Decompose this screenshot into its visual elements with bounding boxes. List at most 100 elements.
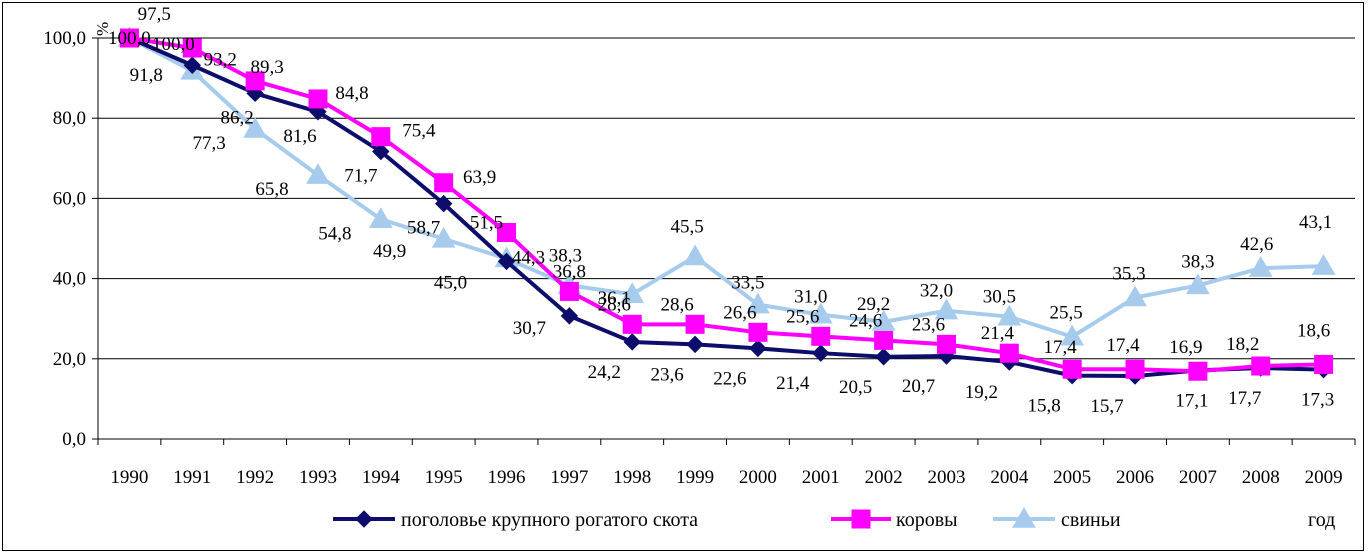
x-tick-label: 2008 [1242, 467, 1280, 488]
data-label: 26,6 [723, 302, 756, 323]
data-point-square [182, 38, 202, 58]
data-point-square [1314, 354, 1334, 374]
data-point-diamond [497, 252, 516, 271]
data-point-triangle [934, 298, 959, 320]
data-point-square [434, 173, 454, 193]
data-point-triangle [1012, 506, 1036, 528]
data-label: 25,5 [1050, 303, 1083, 324]
data-point-triangle [1186, 273, 1210, 295]
data-label: 93,2 [204, 49, 237, 70]
data-label: 100,0 [108, 28, 151, 49]
x-tick-label: 1994 [362, 467, 401, 488]
series-line [128, 36, 1324, 379]
data-point-diamond [874, 348, 893, 366]
data-point-diamond [749, 339, 767, 358]
x-tick-label: 2006 [1116, 467, 1154, 488]
data-label: 20,7 [902, 376, 935, 397]
data-label: 29,2 [857, 294, 890, 315]
x-tick-label: 1991 [173, 467, 211, 488]
y-tick-label: 40,0 [53, 269, 86, 290]
data-label: 23,6 [650, 364, 683, 385]
data-label: 25,6 [786, 306, 819, 327]
data-point-square [748, 322, 768, 342]
data-label: 19,2 [965, 382, 998, 403]
data-point-square [999, 343, 1019, 363]
data-label: 24,6 [849, 310, 882, 331]
data-point-triangle [431, 226, 456, 248]
data-point-triangle [1060, 324, 1085, 346]
data-label: 15,7 [1090, 396, 1123, 417]
data-point-triangle [997, 304, 1022, 326]
data-label: 42,6 [1240, 234, 1273, 255]
data-point-diamond [183, 56, 201, 74]
data-label: 38,3 [549, 245, 582, 266]
x-tick-label: 1996 [488, 467, 526, 488]
x-tick-label: 2001 [802, 467, 840, 488]
data-point-triangle [306, 163, 330, 184]
data-label: 54,8 [318, 223, 351, 244]
data-label: 30,7 [513, 318, 546, 339]
data-label: 33,5 [731, 273, 764, 294]
x-tick-label: 2009 [1305, 467, 1343, 488]
data-point-triangle [1248, 256, 1273, 277]
data-point-triangle [683, 244, 707, 266]
data-label: 58,7 [407, 218, 440, 239]
x-tick-label: 2005 [1053, 467, 1091, 488]
data-label: 84,8 [335, 83, 368, 104]
data-label: 18,6 [1297, 320, 1330, 341]
data-label: 28,6 [660, 294, 693, 315]
data-label: 15,8 [1028, 396, 1061, 417]
series-line [128, 36, 1324, 339]
legend-label: поголовье крупного рогатого скота [401, 509, 698, 531]
x-tick-label: 1997 [550, 467, 588, 488]
x-tick-label: 2007 [1179, 467, 1217, 488]
data-point-triangle [808, 302, 833, 324]
data-label: 20,5 [839, 377, 872, 398]
data-point-diamond [623, 333, 641, 351]
data-point-square [371, 127, 391, 147]
data-label: 97,5 [138, 4, 171, 25]
x-tick-label: 1995 [425, 467, 463, 488]
y-tick-label: 20,0 [53, 349, 86, 370]
data-point-diamond [355, 510, 373, 528]
data-point-triangle [620, 282, 645, 303]
data-label: 17,3 [1301, 390, 1334, 411]
data-label: 18,2 [1226, 334, 1259, 355]
data-point-square [622, 314, 642, 334]
data-point-square [851, 509, 871, 529]
data-point-square [559, 281, 579, 301]
data-label: 44,3 [512, 247, 545, 268]
data-label: 31,0 [794, 287, 827, 308]
data-point-square [1251, 356, 1271, 376]
data-point-triangle [871, 309, 896, 331]
data-label: 17,1 [1175, 390, 1208, 411]
data-label: 65,8 [255, 179, 288, 200]
x-axis-unit: год [1308, 509, 1335, 531]
data-point-diamond [812, 344, 830, 362]
axes [92, 37, 1356, 445]
data-point-triangle [368, 207, 393, 229]
data-label: 21,4 [981, 323, 1015, 344]
data-label: 36,1 [598, 288, 631, 309]
gridlines [98, 37, 1355, 360]
data-label: 51,5 [470, 212, 503, 233]
data-label: 45,0 [434, 273, 467, 294]
data-label: 75,4 [402, 121, 436, 142]
y-tick-label: 60,0 [53, 188, 86, 209]
data-label: 17,4 [1044, 337, 1078, 358]
data-point-square [936, 334, 956, 354]
data-label: 30,5 [983, 287, 1016, 308]
data-label: 43,1 [1299, 212, 1332, 233]
data-point-diamond [434, 194, 453, 213]
data-point-square [685, 314, 705, 334]
x-axis-ticks: 1990 1991 1992 1993 1994 1995 1996 1997 1998 1999… [110, 467, 1342, 488]
data-point-square [874, 330, 894, 350]
data-labels: 100,0 93,2 86,2 81,6 71,7 58,7 44,3 30,7 24,2 23,… [108, 4, 1334, 417]
data-label: 16,9 [1169, 337, 1202, 358]
data-label: 24,2 [588, 362, 621, 383]
y-axis-ticks: 0,0 20,0 40,0 60,0 80,0 100,0 [43, 28, 86, 450]
data-label: 17,7 [1228, 388, 1261, 409]
data-label: 86,2 [221, 107, 254, 128]
y-tick-label: 80,0 [53, 108, 86, 129]
